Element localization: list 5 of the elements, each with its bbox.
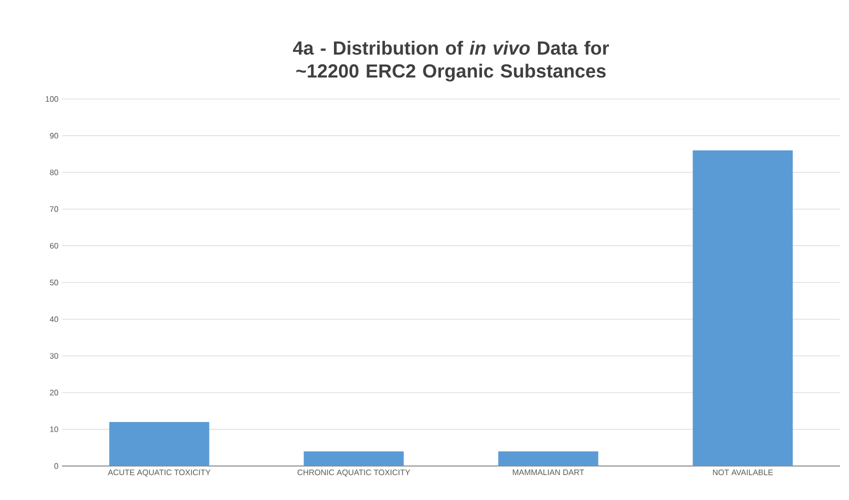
bar bbox=[498, 451, 598, 466]
chart-title: 4a - Distribution of in vivo Data for ~12200 ERC2 Organic Substances bbox=[293, 40, 609, 82]
bar bbox=[109, 422, 210, 466]
bar bbox=[692, 150, 793, 466]
bar bbox=[304, 451, 404, 466]
